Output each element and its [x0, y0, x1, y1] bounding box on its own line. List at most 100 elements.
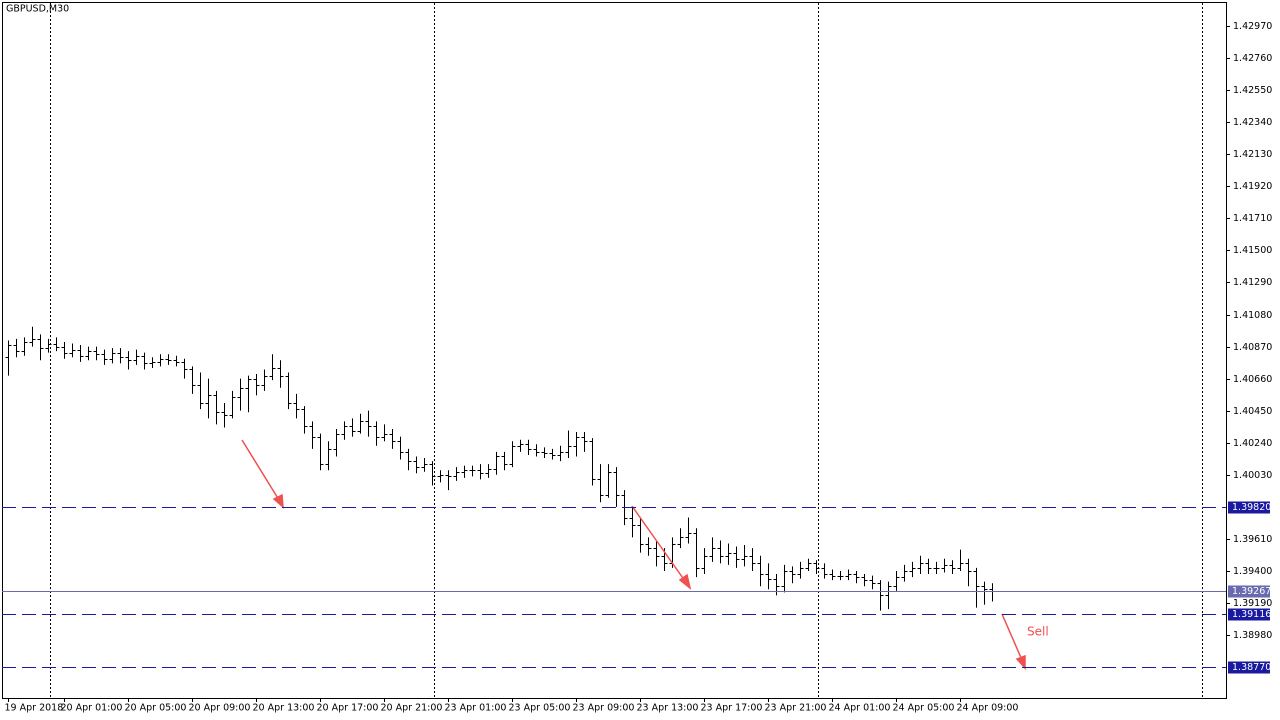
- bar: [301, 406, 308, 434]
- bar: [237, 378, 244, 411]
- bar: [365, 410, 372, 437]
- bar: [293, 393, 300, 419]
- bar: [885, 581, 892, 610]
- bar: [93, 346, 100, 361]
- bar: [397, 436, 404, 460]
- bar: [413, 456, 420, 474]
- bar: [861, 574, 868, 587]
- bar: [85, 346, 92, 361]
- y-tick-label: 1.41080: [1233, 310, 1272, 321]
- bar: [837, 570, 844, 581]
- bar: [197, 372, 204, 410]
- bar: [525, 439, 532, 455]
- bar: [869, 575, 876, 590]
- bar: [957, 549, 964, 571]
- bar: [21, 337, 28, 356]
- bar: [845, 569, 852, 581]
- bar: [461, 465, 468, 478]
- bar: [757, 555, 764, 587]
- bar: [589, 438, 596, 486]
- bar: [685, 517, 692, 544]
- bar: [229, 390, 236, 419]
- bar: [917, 555, 924, 575]
- price-label-box: [1228, 608, 1270, 621]
- x-tick-label: 20 Apr 21:00: [381, 703, 443, 714]
- bar: [437, 470, 444, 483]
- y-tick-label: 1.40030: [1233, 470, 1272, 481]
- bar: [597, 464, 604, 503]
- bar: [565, 430, 572, 459]
- bars: [5, 326, 996, 611]
- bar: [109, 348, 116, 364]
- bar: [797, 561, 804, 579]
- x-tick-label: 24 Apr 01:00: [829, 703, 891, 714]
- bar: [373, 421, 380, 446]
- bar: [693, 528, 700, 578]
- bar: [157, 354, 164, 367]
- bar: [261, 369, 268, 391]
- bar: [221, 403, 228, 428]
- y-tick-label: 1.42130: [1233, 149, 1272, 160]
- bar: [45, 338, 52, 353]
- price-label: 1.38770: [1232, 662, 1271, 673]
- bar: [557, 445, 564, 462]
- price-label: 1.39116: [1232, 609, 1271, 620]
- bar: [429, 461, 436, 486]
- bar: [701, 548, 708, 575]
- bar: [645, 537, 652, 556]
- x-tick-label: 20 Apr 09:00: [189, 703, 251, 714]
- bar: [493, 451, 500, 475]
- bar: [37, 334, 44, 361]
- y-tick-label: 1.42340: [1233, 117, 1272, 128]
- x-tick-label: 23 Apr 17:00: [701, 703, 763, 714]
- bar: [29, 326, 36, 347]
- annotation: Sell: [1027, 625, 1049, 639]
- bar: [765, 563, 772, 590]
- bar: [101, 349, 108, 365]
- bar: [909, 561, 916, 578]
- bar: [509, 441, 516, 468]
- bar: [13, 338, 20, 358]
- x-tick-label: 23 Apr 09:00: [573, 703, 635, 714]
- bar: [269, 354, 276, 381]
- y-tick-label: 1.41920: [1233, 181, 1272, 192]
- bar: [805, 558, 812, 571]
- bar: [725, 543, 732, 565]
- bar: [213, 390, 220, 425]
- bar: [629, 506, 636, 538]
- bar: [5, 340, 12, 376]
- x-tick-label: 24 Apr 09:00: [957, 703, 1019, 714]
- bar: [317, 433, 324, 471]
- x-tick-label: 23 Apr 05:00: [509, 703, 571, 714]
- y-tick-label: 1.42970: [1233, 21, 1272, 32]
- bar: [69, 343, 76, 358]
- bar: [389, 429, 396, 449]
- bar: [533, 444, 540, 457]
- bar: [613, 467, 620, 507]
- bar: [901, 564, 908, 582]
- x-tick-label: 20 Apr 01:00: [61, 703, 123, 714]
- price-label: 1.39820: [1232, 502, 1271, 513]
- arrow: [241, 439, 280, 501]
- bar: [253, 374, 260, 396]
- bar: [277, 360, 284, 388]
- bar: [741, 545, 748, 567]
- bar: [421, 458, 428, 472]
- y-tick-label: 1.39400: [1233, 566, 1272, 577]
- bar: [981, 581, 988, 605]
- bar: [453, 467, 460, 481]
- bar: [141, 352, 148, 370]
- bar: [309, 421, 316, 449]
- price-label-box: [1228, 661, 1270, 674]
- x-tick-label: 20 Apr 13:00: [253, 703, 315, 714]
- bar: [245, 375, 252, 413]
- price-label: 1.39267: [1232, 586, 1271, 597]
- arrowhead: [272, 493, 284, 509]
- bar: [925, 558, 932, 575]
- x-tick-label: 23 Apr 13:00: [637, 703, 699, 714]
- x-tick-label: 19 Apr 2018: [5, 703, 64, 714]
- bar: [965, 558, 972, 587]
- bar: [189, 366, 196, 394]
